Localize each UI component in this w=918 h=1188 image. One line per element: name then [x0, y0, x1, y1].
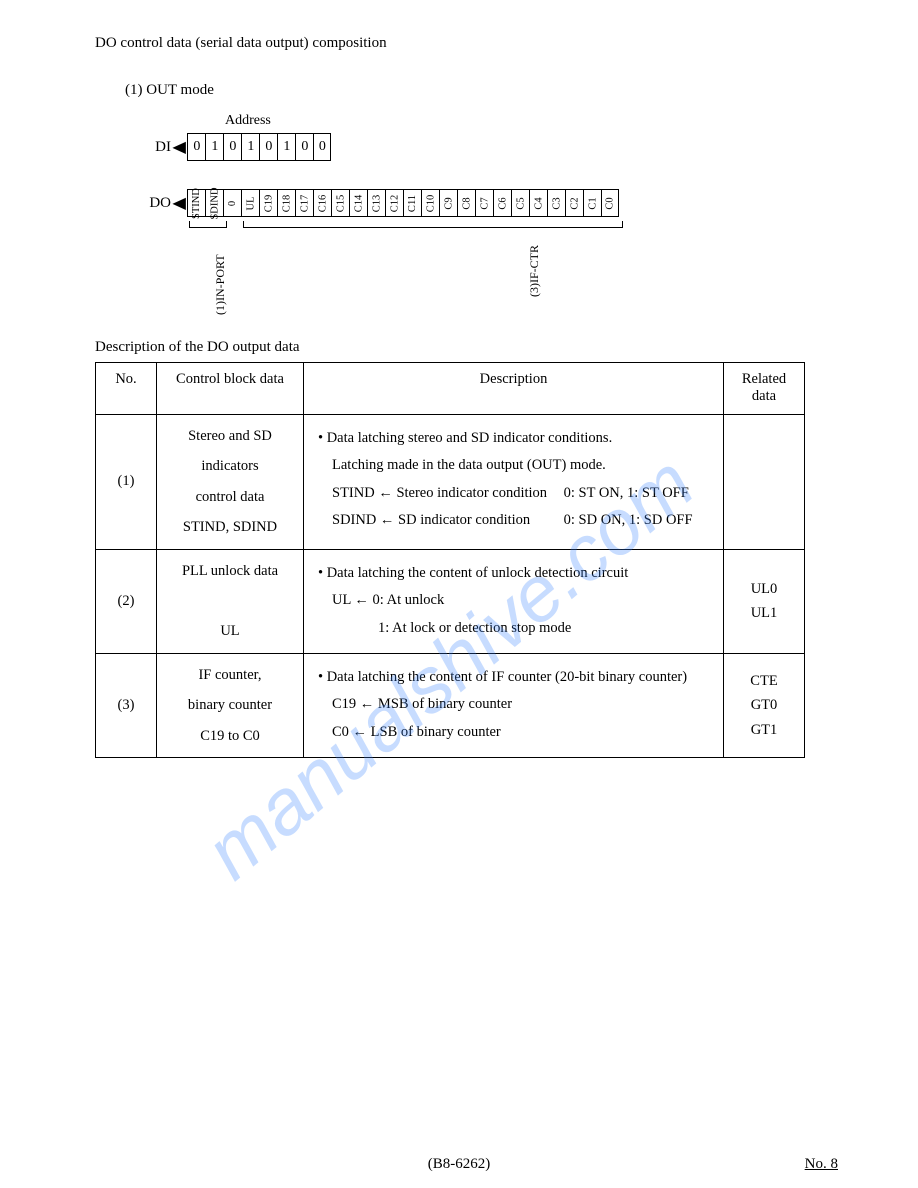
register-cell: 0	[223, 189, 241, 217]
cell-rel: CTE GT0 GT1	[724, 653, 805, 757]
table-row: (3) IF counter, binary counter C19 to C0…	[96, 653, 805, 757]
bit-cell: 0	[259, 133, 277, 161]
cell-name: PLL unlock data UL	[157, 549, 304, 653]
th-no: No.	[96, 363, 157, 415]
register-cell: C9	[439, 189, 457, 217]
register-cell: C18	[277, 189, 295, 217]
bit-cell: 0	[295, 133, 313, 161]
bracket-label-1: (1)IN-PORT	[213, 254, 228, 315]
register-cell: C2	[565, 189, 583, 217]
footer-center: (B8-6262)	[428, 1156, 491, 1173]
cell-no: (3)	[96, 653, 157, 757]
footer-page-number: No. 8	[805, 1156, 838, 1173]
register-cell: UL	[241, 189, 259, 217]
register-cell: SDIND	[205, 189, 223, 217]
table-caption: Description of the DO output data	[95, 339, 823, 356]
arrow-icon: ◀	[172, 193, 186, 213]
bit-cell: 1	[205, 133, 223, 161]
bit-cell: 0	[223, 133, 241, 161]
register-cell: C8	[457, 189, 475, 217]
bracket-region: (1)IN-PORT (3)IF-CTR	[189, 221, 823, 331]
register-cell: C3	[547, 189, 565, 217]
cell-name: Stereo and SD indicators control data ST…	[157, 414, 304, 549]
bit-cell: 0	[313, 133, 331, 161]
register-cell: C6	[493, 189, 511, 217]
register-cell: C17	[295, 189, 313, 217]
di-label: DI	[135, 139, 171, 156]
cell-rel: UL0 UL1	[724, 549, 805, 653]
do-register-row: DO ◀ STINDSDIND0ULC19C18C17C16C15C14C13C…	[135, 189, 823, 217]
cell-desc: • Data latching the content of unlock de…	[304, 549, 724, 653]
di-register-row: DI ◀ 01010100	[135, 133, 823, 161]
section-heading: (1) OUT mode	[125, 82, 823, 99]
register-cell: C19	[259, 189, 277, 217]
register-cell: C16	[313, 189, 331, 217]
register-cell: C14	[349, 189, 367, 217]
register-cell: C11	[403, 189, 421, 217]
register-cell: C7	[475, 189, 493, 217]
page-title: DO control data (serial data output) com…	[95, 35, 823, 52]
bit-cell: 1	[241, 133, 259, 161]
table-header-row: No. Control block data Description Relat…	[96, 363, 805, 415]
table-row: (2) PLL unlock data UL • Data latching t…	[96, 549, 805, 653]
th-name: Control block data	[157, 363, 304, 415]
bracket-label-3: (3)IF-CTR	[527, 245, 542, 297]
register-cell: C15	[331, 189, 349, 217]
register-cell: C12	[385, 189, 403, 217]
register-cell: C4	[529, 189, 547, 217]
bit-cell: 0	[187, 133, 205, 161]
do-output-table: No. Control block data Description Relat…	[95, 362, 805, 758]
di-bits: 01010100	[187, 133, 331, 161]
table-row: (1) Stereo and SD indicators control dat…	[96, 414, 805, 549]
cell-desc: • Data latching the content of IF counte…	[304, 653, 724, 757]
register-cell: C0	[601, 189, 619, 217]
register-cell: C1	[583, 189, 601, 217]
cell-no: (2)	[96, 549, 157, 653]
do-bits: STINDSDIND0ULC19C18C17C16C15C14C13C12C11…	[187, 189, 619, 217]
register-cell: C5	[511, 189, 529, 217]
address-label: Address	[225, 113, 823, 129]
cell-rel	[724, 414, 805, 549]
register-cell: STIND	[187, 189, 205, 217]
th-desc: Description	[304, 363, 724, 415]
th-rel: Related data	[724, 363, 805, 415]
cell-no: (1)	[96, 414, 157, 549]
register-cell: C13	[367, 189, 385, 217]
arrow-icon: ◀	[172, 137, 186, 157]
do-label: DO	[135, 195, 171, 212]
register-cell: C10	[421, 189, 439, 217]
cell-name: IF counter, binary counter C19 to C0	[157, 653, 304, 757]
bit-cell: 1	[277, 133, 295, 161]
cell-desc: • Data latching stereo and SD indicator …	[304, 414, 724, 549]
